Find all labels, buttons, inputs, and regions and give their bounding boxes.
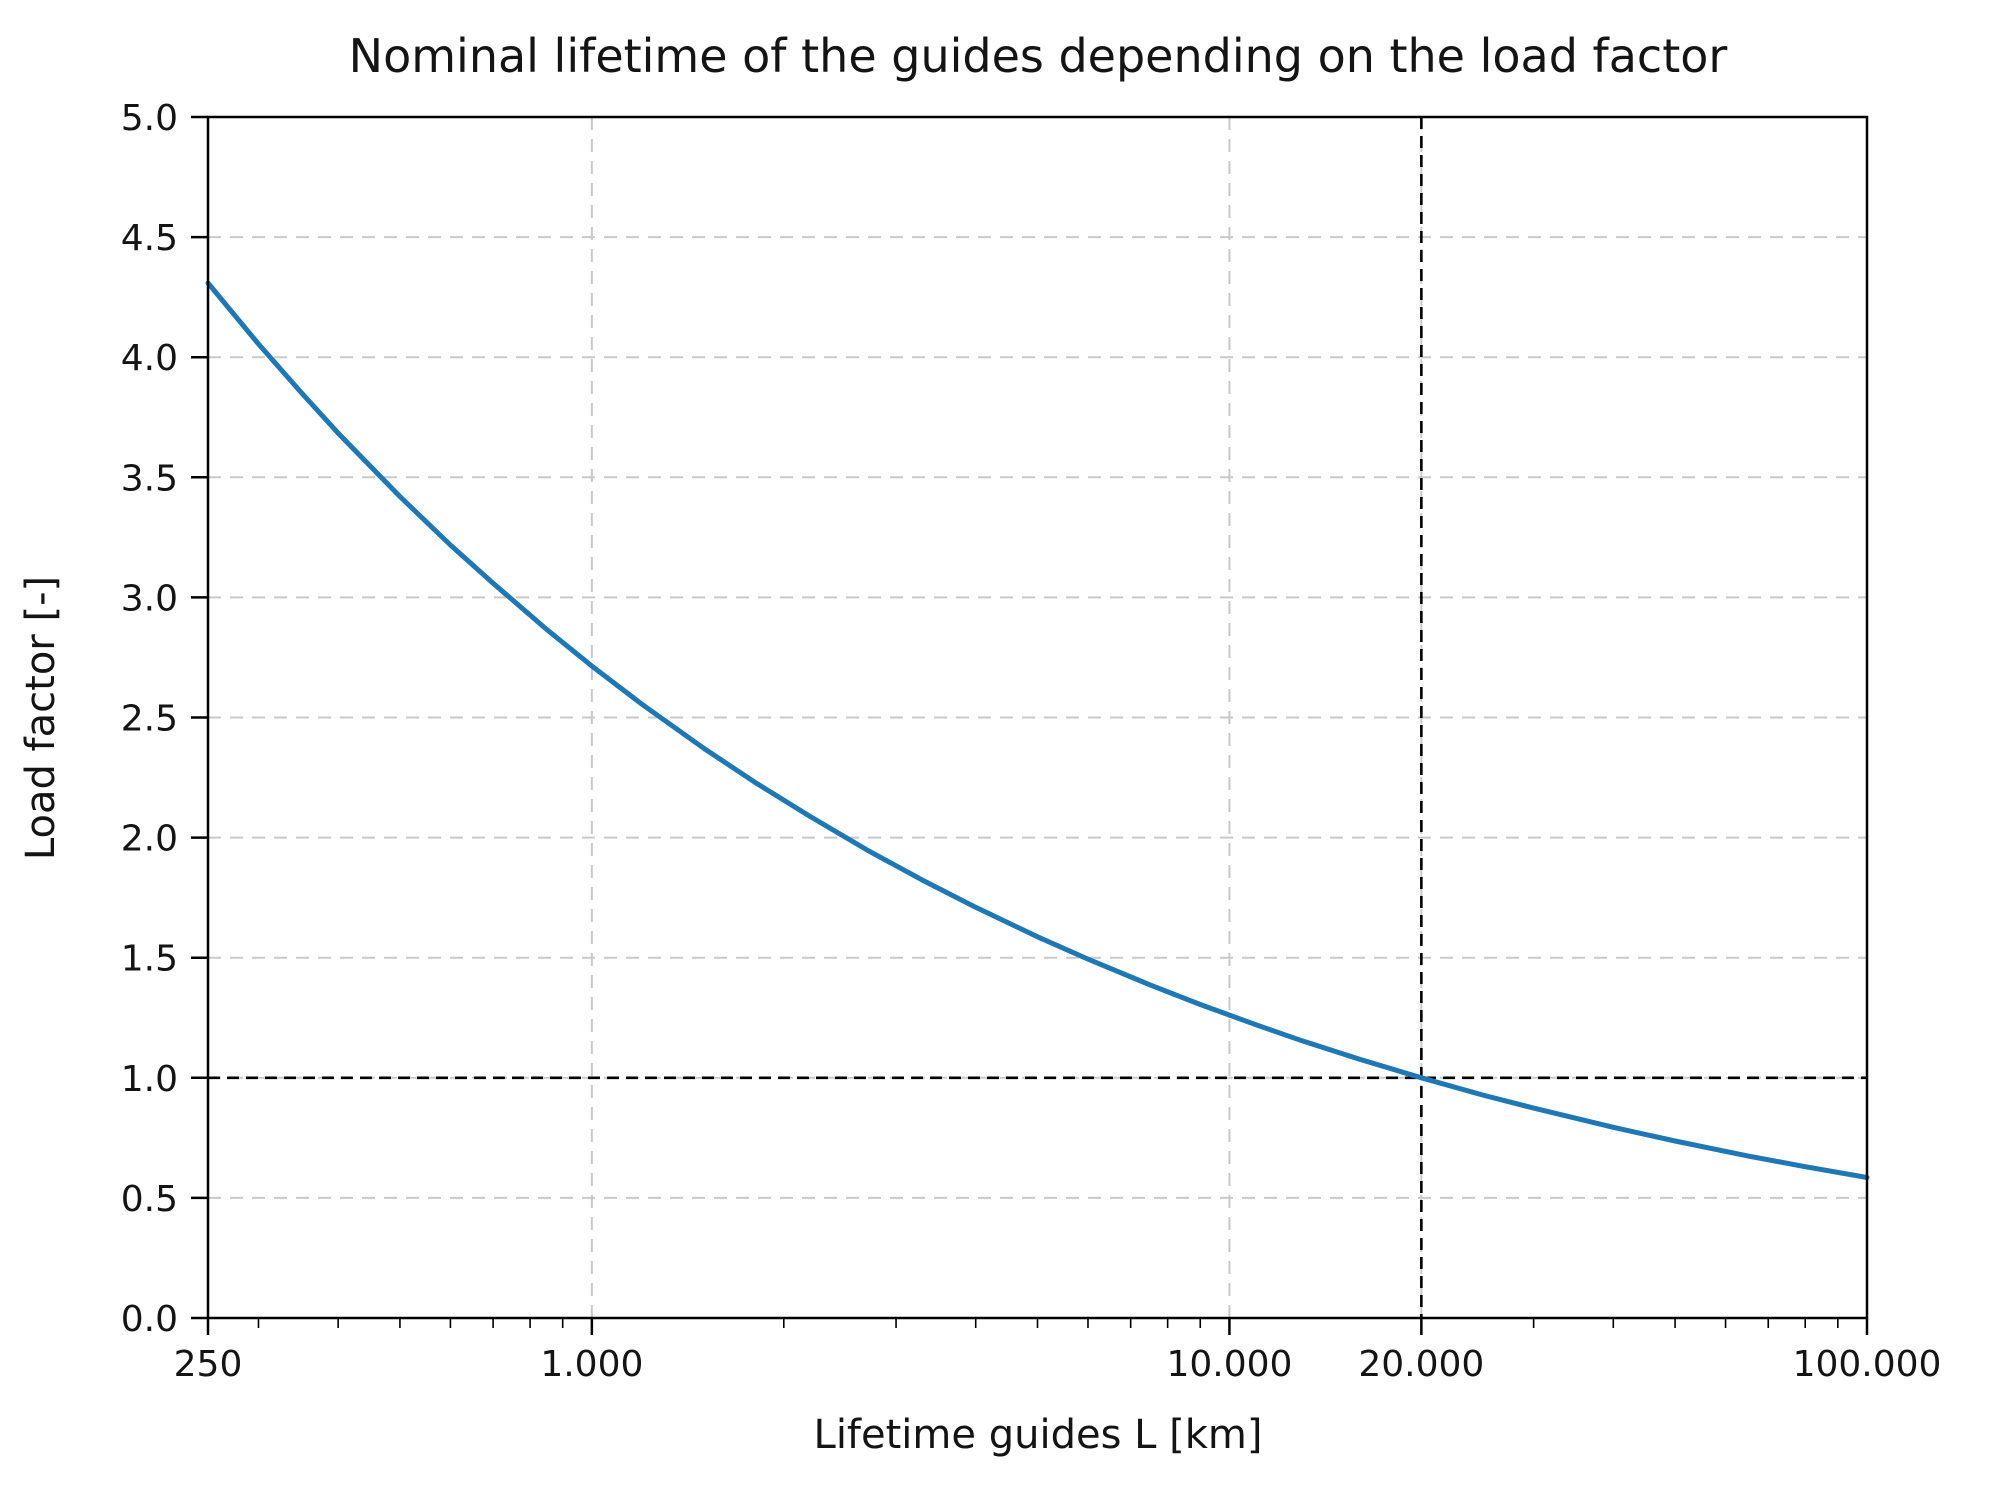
axes-spines-and-ticks — [191, 115, 1869, 1335]
y-tick-label: 5.0 — [121, 98, 178, 139]
y-tick-label: 2.0 — [121, 819, 178, 860]
y-tick-label: 3.5 — [121, 458, 178, 499]
series-line-nominal-lifetime-curve — [205, 280, 1870, 1180]
y-tick-label: 3.0 — [121, 578, 178, 619]
x-tick-label: 1.000 — [540, 1344, 643, 1385]
chart-title: Nominal lifetime of the guides depending… — [349, 29, 1728, 83]
y-tick-label: 1.0 — [121, 1059, 178, 1100]
x-axis-label: Lifetime guides L [km] — [814, 1412, 1263, 1458]
y-axis-label: Load factor [-] — [18, 576, 64, 860]
y-tick-label: 4.5 — [121, 218, 178, 259]
y-tick-label: 4.0 — [121, 338, 178, 379]
x-tick-label: 20.000 — [1358, 1344, 1484, 1385]
y-tick-label: 0.5 — [121, 1179, 178, 1220]
tick-labels: 250 1.000 10.000 20.000 100.000 0.0 0.5 1.0 1.5 2… — [121, 98, 1942, 1385]
y-tick-label: 0.0 — [121, 1299, 178, 1340]
x-tick-label: 250 — [174, 1344, 243, 1385]
y-tick-label: 2.5 — [121, 699, 178, 740]
reference-crosshair-lines — [208, 117, 1867, 1318]
data-series — [205, 280, 1870, 1180]
gridlines — [208, 117, 1867, 1318]
x-tick-label: 100.000 — [1793, 1344, 1942, 1385]
x-tick-label: 10.000 — [1166, 1344, 1292, 1385]
y-tick-label: 1.5 — [121, 939, 178, 980]
